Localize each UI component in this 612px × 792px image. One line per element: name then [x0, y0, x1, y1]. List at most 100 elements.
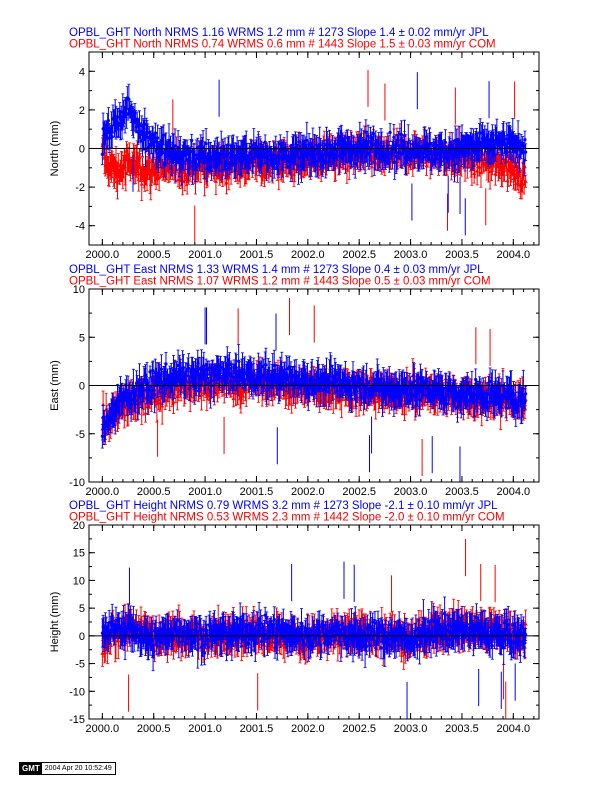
data-point: [127, 157, 132, 161]
data-point: [363, 155, 367, 159]
data-point: [160, 403, 165, 408]
data-point: [139, 182, 144, 186]
data-point: [477, 165, 482, 169]
data-point: [393, 160, 397, 164]
data-point: [201, 145, 205, 149]
data-point: [248, 158, 252, 162]
data-point: [161, 150, 165, 155]
panel-north: OPBL_GHT North NRMS 1.16 WRMS 1.2 mm # 1…: [49, 27, 540, 261]
data-point: [478, 131, 482, 135]
data-point: [146, 135, 150, 140]
data-point: [262, 155, 267, 159]
data-point: [524, 150, 528, 154]
series-title-jpl: OPBL_GHT North NRMS 1.16 WRMS 1.2 mm # 1…: [69, 27, 489, 39]
data-point: [189, 149, 193, 153]
data-point: [406, 162, 411, 166]
data-point: [353, 162, 357, 166]
data-point: [523, 138, 527, 142]
x-tick-label: 2002.5: [342, 249, 376, 261]
data-point: [305, 138, 309, 142]
x-tick-label: 2004.0: [496, 249, 530, 261]
data-point: [387, 160, 391, 164]
data-point: [297, 140, 301, 144]
data-point: [321, 159, 326, 163]
data-point: [231, 144, 235, 149]
data-point: [402, 133, 407, 138]
data-point: [443, 140, 447, 144]
data-point: [383, 160, 388, 164]
data-point: [505, 178, 510, 183]
data-point: [143, 122, 147, 126]
data-point: [176, 145, 180, 149]
data-point: [333, 153, 337, 157]
data-point: [225, 161, 229, 166]
data-point: [395, 151, 399, 155]
data-point: [267, 157, 271, 162]
data-point: [523, 179, 528, 183]
x-tick-label: 2000.0: [86, 249, 120, 261]
data-point: [513, 172, 518, 176]
data-point: [424, 163, 429, 168]
data-point: [392, 135, 396, 139]
data-point: [347, 164, 352, 168]
data-point: [251, 164, 255, 168]
data-point: [176, 177, 181, 182]
data-point: [513, 181, 518, 185]
data-point: [390, 153, 394, 157]
data-point: [450, 144, 454, 148]
y-tick-label: 0: [79, 144, 85, 156]
series-title-com: OPBL_GHT North NRMS 0.74 WRMS 0.6 mm # 1…: [69, 39, 496, 51]
data-point: [308, 162, 312, 166]
data-point: [224, 167, 228, 172]
x-tick-label: 2000.5: [137, 249, 171, 261]
data-point: [157, 175, 162, 180]
x-tick-label: 2002.0: [291, 249, 325, 261]
data-point: [110, 135, 114, 139]
data-point: [307, 142, 311, 146]
data-point: [430, 159, 435, 163]
data-point: [481, 160, 486, 164]
data-point: [127, 97, 131, 101]
data-point: [289, 162, 293, 166]
data-point: [213, 179, 218, 183]
data-point: [388, 130, 392, 135]
data-point: [194, 153, 198, 157]
data-point: [369, 164, 374, 169]
series-title-com: OPBL_GHT East NRMS 1.07 WRMS 1.2 mm # 14…: [69, 276, 491, 288]
data-point: [115, 115, 120, 119]
data-point: [488, 169, 493, 173]
x-tick-label: 2003.0: [394, 249, 428, 261]
data-point: [106, 119, 111, 123]
data-point: [475, 169, 480, 173]
series-title-jpl: OPBL_GHT East NRMS 1.33 WRMS 1.4 mm # 12…: [69, 264, 484, 276]
data-point: [204, 142, 208, 146]
data-point: [314, 163, 318, 168]
x-tick-label: 2003.5: [445, 249, 479, 261]
data-point: [522, 158, 526, 163]
data-layer: [100, 298, 528, 482]
data-point: [123, 170, 128, 175]
data-point: [116, 163, 121, 167]
data-point: [366, 134, 370, 138]
data-point: [156, 136, 160, 140]
x-tick-label: 2001.5: [240, 249, 274, 261]
data-point: [399, 133, 404, 137]
data-point: [143, 411, 148, 415]
data-point: [148, 182, 153, 186]
panel-east: OPBL_GHT East NRMS 1.33 WRMS 1.4 mm # 12…: [49, 264, 540, 498]
data-point: [195, 163, 199, 167]
y-axis-label: North (mm): [49, 121, 61, 177]
data-point: [156, 397, 161, 402]
data-point: [402, 151, 406, 155]
y-tick-label: -4: [75, 221, 85, 233]
data-point: [506, 159, 511, 164]
data-point: [146, 145, 151, 149]
data-point: [292, 167, 297, 172]
data-point: [500, 172, 505, 176]
data-point: [198, 167, 203, 172]
data-point: [337, 134, 341, 138]
y-tick-label: 4: [79, 66, 85, 78]
data-point: [311, 144, 315, 149]
x-tick-label: 2001.0: [188, 249, 222, 261]
